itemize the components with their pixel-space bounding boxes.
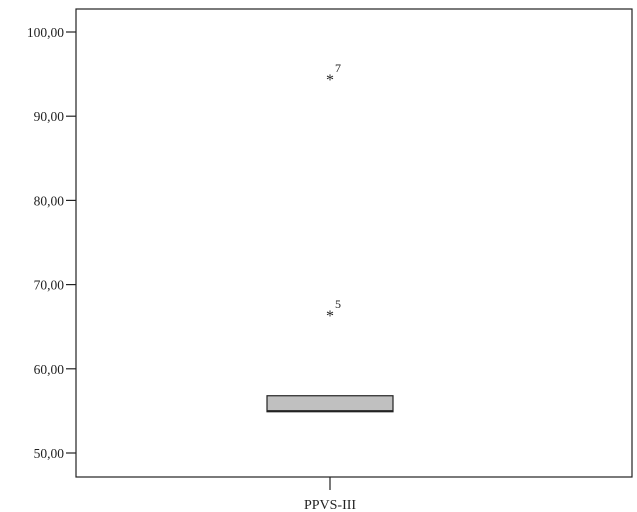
y-tick-label: 90,00 — [34, 109, 65, 124]
plot-frame — [75, 8, 633, 478]
box-group — [266, 395, 394, 413]
outlier-marker: * — [326, 72, 334, 89]
y-tick-label: 60,00 — [34, 362, 65, 377]
outlier-case-label: 5 — [335, 297, 341, 311]
y-tick-label: 80,00 — [34, 193, 65, 208]
y-axis: 50,00 60,00 70,00 80,00 90,00 100,00 — [27, 25, 76, 461]
box-iqr — [266, 395, 394, 413]
x-category-label: PPVS-III — [304, 498, 356, 512]
y-tick-label: 50,00 — [34, 446, 65, 461]
x-axis: PPVS-III — [304, 477, 356, 512]
y-tick-label: 70,00 — [34, 278, 65, 293]
outlier-group: *7*5 — [326, 61, 341, 325]
y-tick-label: 100,00 — [27, 25, 64, 40]
outlier-case-label: 7 — [335, 61, 341, 75]
outlier-marker: * — [326, 308, 334, 325]
